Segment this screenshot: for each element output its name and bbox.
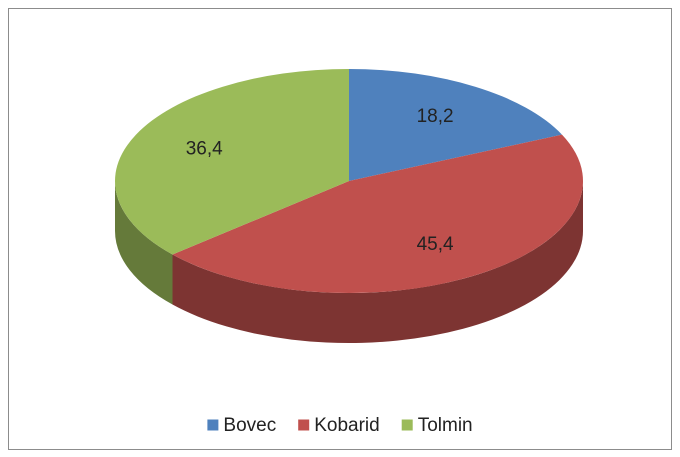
slice-side xyxy=(115,181,173,305)
legend-label: Tolmin xyxy=(418,415,473,436)
legend-label: Kobarid xyxy=(314,415,380,436)
legend-swatch xyxy=(207,419,219,431)
legend-swatch xyxy=(298,419,310,431)
slice-side xyxy=(172,181,583,344)
slice xyxy=(115,69,349,255)
legend-swatch xyxy=(401,419,413,431)
slice xyxy=(172,134,583,294)
data-label: 36,4 xyxy=(186,138,223,159)
data-label: 45,4 xyxy=(417,234,454,255)
slice xyxy=(349,69,562,181)
legend-label: Bovec xyxy=(223,415,276,436)
data-label: 18,2 xyxy=(417,106,454,127)
